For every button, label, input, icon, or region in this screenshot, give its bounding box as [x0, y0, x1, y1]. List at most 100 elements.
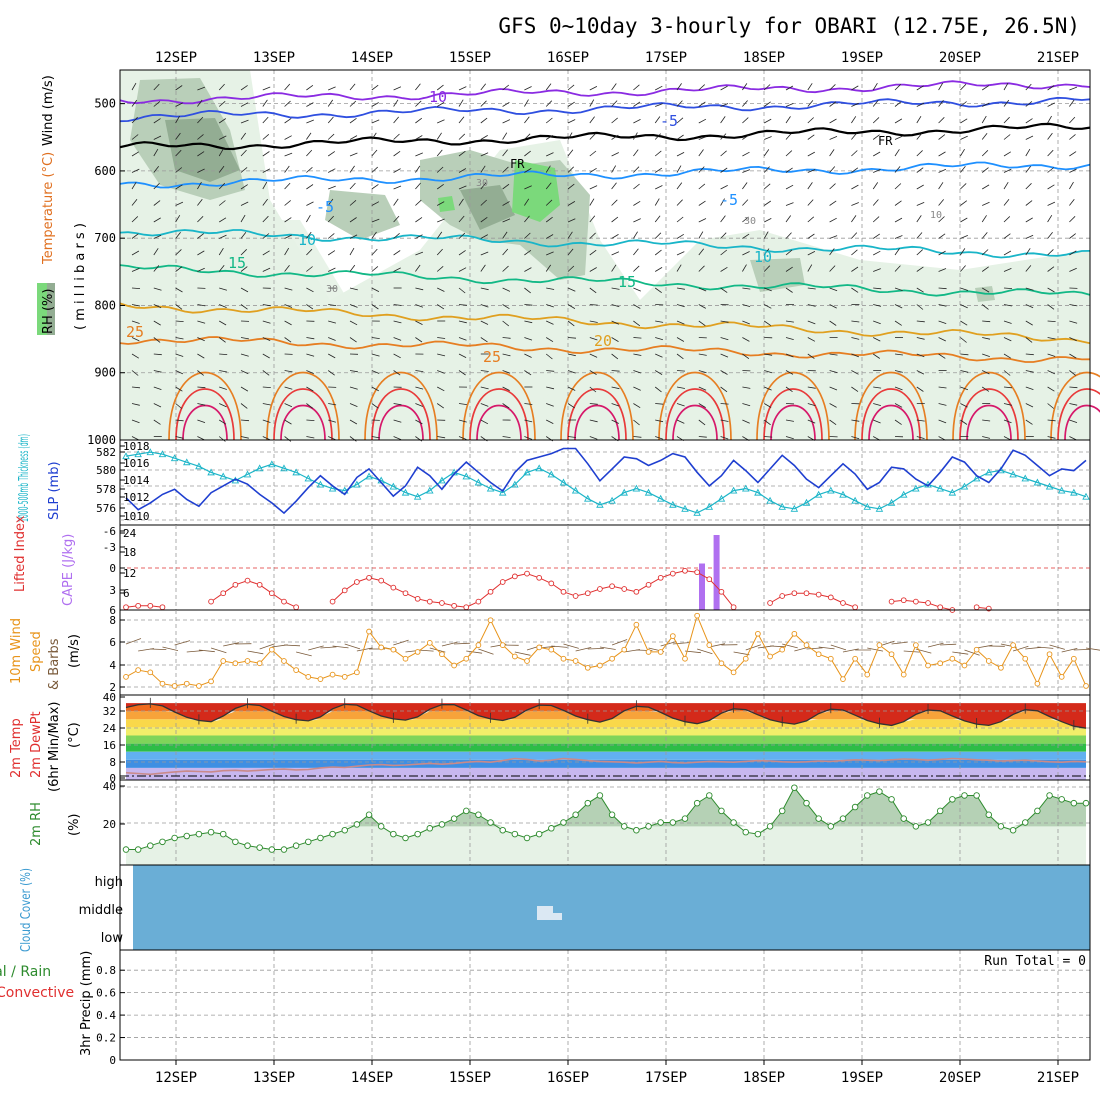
barb-shaft [1047, 304, 1055, 310]
tick-label: 6 [109, 636, 116, 649]
barb-shaft [676, 152, 685, 157]
surface-barb [308, 645, 324, 651]
barb-shaft [655, 320, 664, 323]
tick-label: 6 [123, 587, 130, 600]
wind-axis: 8 6 4 2 [109, 614, 125, 694]
wind-speed-line-point [998, 664, 1004, 671]
barb-shaft [1069, 216, 1076, 223]
rh-2m-line-point [620, 823, 628, 830]
barb-shaft [262, 436, 271, 441]
barb-shaft [393, 250, 401, 256]
barb-shaft [524, 304, 533, 306]
barb-shaft [524, 168, 532, 173]
barb-shaft [851, 232, 858, 239]
barb-shaft [480, 287, 489, 291]
wind-speed-line-point [815, 651, 822, 658]
tick-label: 40 [103, 691, 116, 704]
surface-barb [125, 638, 142, 645]
barb-shaft [611, 234, 619, 239]
barb-shaft [415, 234, 423, 239]
bottom-date-label: 16SEP [547, 1070, 589, 1086]
barb-shaft [938, 168, 947, 173]
wind-speed-line-point [439, 651, 445, 658]
wind-speed-line-point [536, 644, 543, 651]
rh-2m-line-point [912, 823, 920, 830]
barb-shaft [1069, 337, 1077, 342]
barb-shaft [502, 101, 510, 107]
barb-shaft [197, 134, 204, 140]
thickness-line-point [438, 476, 446, 484]
barb-shaft [480, 216, 488, 223]
thickness-line-point [1045, 482, 1054, 490]
wind-speed-line-point [961, 662, 968, 669]
barb-shaft [654, 249, 662, 256]
barb-shaft [306, 304, 314, 310]
surface-barb [867, 647, 884, 652]
barb-shaft [916, 249, 923, 256]
barb-shaft [720, 419, 729, 422]
barb-shaft [1025, 320, 1033, 326]
barb-shaft [611, 199, 618, 206]
rh-2m-line-point [353, 821, 361, 828]
barb-shaft [676, 100, 683, 107]
tick-label: 3 [109, 584, 116, 597]
wind-speed-line-point [487, 617, 494, 624]
barb-shaft [785, 370, 794, 375]
surface-barb [454, 642, 471, 645]
barb-shaft [916, 102, 925, 107]
barb-shaft [1047, 320, 1056, 322]
lifted-index-line-point [791, 590, 798, 597]
lifted-index-line-point [268, 590, 275, 597]
barb-shaft [655, 103, 663, 107]
barb-shaft [197, 250, 205, 256]
barb-shaft [437, 370, 445, 374]
wind-speed-line-point [779, 646, 786, 653]
surface-barb [1061, 648, 1078, 653]
barb-shaft [676, 353, 684, 360]
surface-barb [186, 650, 203, 653]
barb-shaft [981, 266, 989, 272]
rh-2m-line-point [985, 811, 993, 819]
barb-shaft [349, 247, 355, 256]
surface-barb [806, 647, 823, 650]
barb-shaft [676, 370, 686, 372]
diurnal-isotherm [476, 404, 522, 441]
barb-shaft [415, 419, 423, 425]
lifted-index-line-point [293, 604, 299, 611]
barb-shaft [894, 353, 903, 356]
barb-shaft [611, 370, 620, 372]
cloud-label-low: low [101, 931, 124, 946]
barb-shaft [349, 264, 356, 272]
rh-2m-line-point [463, 807, 470, 815]
thickness-line-point [243, 470, 252, 478]
thickness-line-point [644, 488, 653, 496]
barb-shaft [676, 134, 684, 140]
barb-shaft [393, 337, 402, 341]
barb-shaft [829, 419, 837, 426]
barb-shaft [502, 84, 510, 91]
cloud-gap-lower [537, 913, 562, 920]
barb-shaft [175, 287, 183, 293]
surface-barb [296, 651, 312, 657]
rh-2m-line-point [195, 830, 203, 838]
thickness-line-point [656, 494, 665, 502]
diurnal-isotherm [462, 371, 536, 441]
barb-shaft [197, 386, 206, 389]
barb-shaft [764, 136, 772, 140]
ylabel-3hr-precip: 3hr Precip (mm) [79, 951, 94, 1056]
barb-shaft [894, 403, 903, 408]
barb-shaft [415, 83, 421, 91]
barb-shaft [633, 231, 638, 239]
barb-shaft [436, 166, 444, 173]
barb-shaft [153, 320, 161, 326]
barb-shaft [916, 320, 925, 323]
wind-speed-line-point [366, 628, 372, 635]
barb-shaft [851, 419, 860, 422]
barb-shaft [545, 199, 553, 206]
thickness-line-point [316, 480, 325, 488]
barb-shaft [938, 151, 946, 157]
barb-shaft [807, 403, 816, 407]
barb-shaft [851, 370, 859, 375]
barb-shaft [982, 337, 991, 340]
barb-shaft [872, 151, 881, 157]
